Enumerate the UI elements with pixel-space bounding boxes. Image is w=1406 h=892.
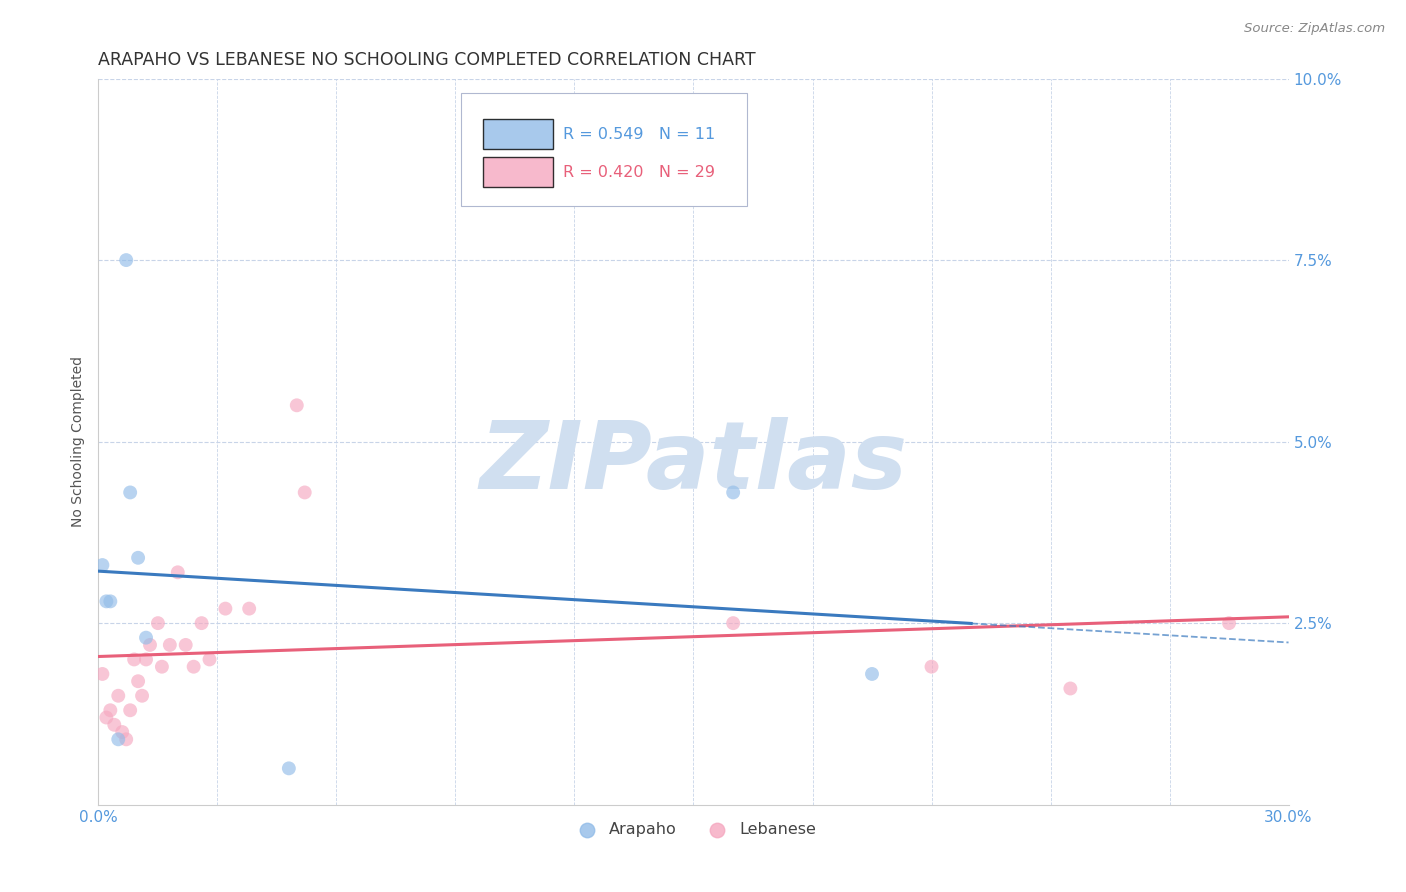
Point xyxy=(103,718,125,732)
Point xyxy=(146,616,169,631)
Y-axis label: No Schooling Completed: No Schooling Completed xyxy=(72,356,86,527)
Point xyxy=(127,674,149,689)
Point xyxy=(174,638,197,652)
Point xyxy=(198,652,221,666)
Point xyxy=(107,689,129,703)
Point xyxy=(150,659,173,673)
Point xyxy=(115,732,138,747)
Point xyxy=(120,703,142,717)
Text: Source: ZipAtlas.com: Source: ZipAtlas.com xyxy=(1244,22,1385,36)
Text: R = 0.420   N = 29: R = 0.420 N = 29 xyxy=(562,165,714,180)
Point xyxy=(135,631,157,645)
Point xyxy=(91,558,114,572)
FancyBboxPatch shape xyxy=(482,119,553,149)
Point xyxy=(111,725,134,739)
Point xyxy=(921,659,943,673)
Point xyxy=(1059,681,1081,696)
Point xyxy=(131,689,153,703)
Point xyxy=(96,594,118,608)
Point xyxy=(91,667,114,681)
Point xyxy=(183,659,205,673)
Legend: Arapaho, Lebanese: Arapaho, Lebanese xyxy=(564,816,823,844)
Text: ZIPatlas: ZIPatlas xyxy=(479,417,907,509)
Point xyxy=(166,566,188,580)
Point xyxy=(294,485,316,500)
Point xyxy=(721,616,744,631)
Point xyxy=(238,601,260,615)
Point xyxy=(190,616,212,631)
Point xyxy=(96,710,118,724)
Point xyxy=(135,652,157,666)
Text: R = 0.549   N = 11: R = 0.549 N = 11 xyxy=(562,127,714,142)
Point xyxy=(721,485,744,500)
Point xyxy=(277,761,299,775)
Point xyxy=(214,601,236,615)
FancyBboxPatch shape xyxy=(482,157,553,187)
Point xyxy=(98,703,121,717)
Point xyxy=(127,550,149,565)
Point xyxy=(120,485,142,500)
Point xyxy=(159,638,181,652)
Point xyxy=(115,253,138,268)
FancyBboxPatch shape xyxy=(461,93,747,206)
Point xyxy=(122,652,145,666)
Point xyxy=(1218,616,1240,631)
Point xyxy=(139,638,162,652)
Text: ARAPAHO VS LEBANESE NO SCHOOLING COMPLETED CORRELATION CHART: ARAPAHO VS LEBANESE NO SCHOOLING COMPLET… xyxy=(98,51,756,69)
Point xyxy=(285,398,308,412)
Point xyxy=(107,732,129,747)
Point xyxy=(98,594,121,608)
Point xyxy=(860,667,883,681)
